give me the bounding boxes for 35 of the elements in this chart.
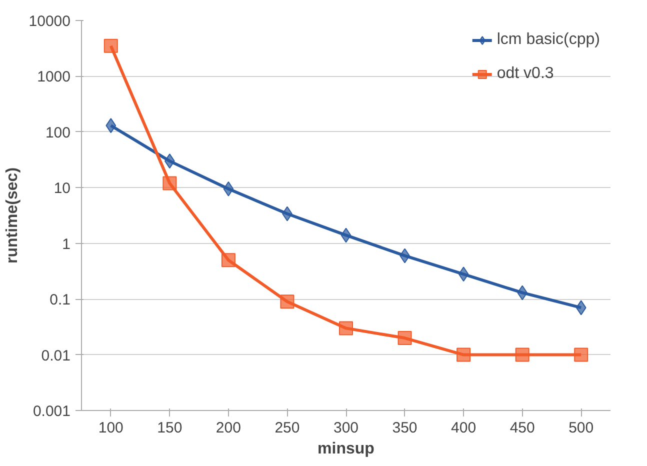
point	[458, 266, 469, 282]
y-tick-label: 0.001	[32, 403, 71, 420]
point	[162, 176, 177, 190]
point	[280, 294, 294, 309]
x-tick-label: 350	[392, 420, 418, 436]
point	[221, 253, 236, 268]
point	[340, 228, 352, 243]
y-axis-title: runtime(sec)	[4, 167, 21, 264]
point	[339, 321, 353, 336]
point	[398, 331, 412, 346]
point	[104, 38, 118, 53]
legend-label: lcm basic(cpp)	[496, 31, 600, 49]
y-tick-label: 0.1	[50, 292, 71, 309]
point	[515, 348, 530, 362]
x-tick-label: 150	[157, 420, 182, 436]
x-tick-label: 200	[216, 420, 241, 436]
y-tick-label: 10	[54, 180, 71, 198]
point	[574, 348, 588, 362]
x-tick-label: 250	[274, 420, 300, 436]
point	[106, 118, 116, 134]
point	[576, 300, 586, 316]
legend-label: odt v0.3	[496, 65, 554, 83]
x-tick-label: 100	[98, 420, 124, 436]
point	[456, 348, 471, 362]
x-axis-title: minsup	[318, 440, 375, 458]
x-tick-label: 450	[510, 420, 535, 436]
x-tick-label: 500	[568, 420, 594, 436]
y-tick-label: 1000	[37, 68, 71, 86]
x-tick-label: 400	[451, 420, 476, 436]
y-tick-label: 0.01	[41, 347, 71, 364]
point	[223, 181, 234, 196]
y-tick-label: 100	[45, 124, 71, 142]
y-tick-label: 1	[62, 236, 70, 253]
x-tick-label: 300	[333, 420, 359, 436]
y-tick-label: 10000	[28, 13, 71, 30]
